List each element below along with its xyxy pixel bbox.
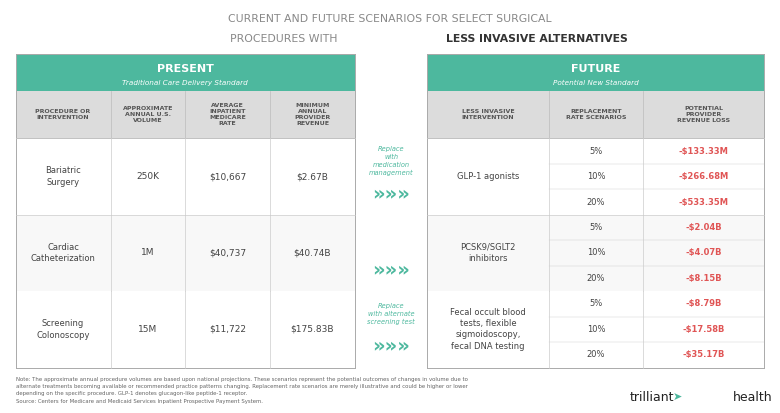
FancyBboxPatch shape bbox=[427, 91, 764, 138]
Text: 10%: 10% bbox=[587, 172, 605, 181]
Text: APPROXIMATE
ANNUAL U.S.
VOLUME: APPROXIMATE ANNUAL U.S. VOLUME bbox=[122, 106, 173, 123]
Text: 15M: 15M bbox=[138, 325, 158, 334]
Text: GLP-1 agonists: GLP-1 agonists bbox=[457, 172, 519, 181]
Text: Bariatric
Surgery: Bariatric Surgery bbox=[45, 166, 81, 187]
FancyBboxPatch shape bbox=[427, 215, 764, 291]
FancyBboxPatch shape bbox=[16, 291, 355, 368]
Text: PRESENT: PRESENT bbox=[157, 64, 214, 74]
Text: CURRENT AND FUTURE SCENARIOS FOR SELECT SURGICAL: CURRENT AND FUTURE SCENARIOS FOR SELECT … bbox=[229, 14, 551, 24]
Text: $175.83B: $175.83B bbox=[291, 325, 335, 334]
Text: »»»: »»» bbox=[372, 337, 410, 356]
Text: Replace
with alternate
screening test: Replace with alternate screening test bbox=[367, 303, 415, 325]
Text: Potential New Standard: Potential New Standard bbox=[553, 80, 639, 85]
Text: 20%: 20% bbox=[587, 274, 605, 283]
Text: 5%: 5% bbox=[590, 223, 602, 232]
Text: -$8.79B: -$8.79B bbox=[686, 299, 722, 309]
Text: »»»: »»» bbox=[372, 184, 410, 203]
Text: ➤: ➤ bbox=[672, 392, 682, 402]
Text: 1M: 1M bbox=[141, 249, 154, 257]
FancyBboxPatch shape bbox=[16, 91, 355, 138]
Text: -$133.33M: -$133.33M bbox=[679, 147, 729, 156]
Text: health: health bbox=[732, 391, 772, 404]
Text: Note: The approximate annual procedure volumes are based upon national projectio: Note: The approximate annual procedure v… bbox=[16, 377, 467, 404]
Text: PCSK9/SGLT2
inhibitors: PCSK9/SGLT2 inhibitors bbox=[460, 243, 516, 263]
Text: Replace
with
medication
management: Replace with medication management bbox=[369, 146, 413, 176]
Text: 20%: 20% bbox=[587, 197, 605, 206]
Text: -$17.58B: -$17.58B bbox=[682, 325, 725, 334]
Text: $40,737: $40,737 bbox=[209, 249, 246, 257]
Text: -$35.17B: -$35.17B bbox=[682, 350, 725, 359]
Text: »»»: »»» bbox=[372, 260, 410, 279]
Text: $40.74B: $40.74B bbox=[294, 249, 332, 257]
Text: 5%: 5% bbox=[590, 299, 602, 309]
Text: 20%: 20% bbox=[587, 350, 605, 359]
Text: Fecal occult blood
tests, flexible
sigmoidoscopy,
fecal DNA testing: Fecal occult blood tests, flexible sigmo… bbox=[450, 308, 526, 351]
Text: $2.67B: $2.67B bbox=[296, 172, 328, 181]
Text: trilliant: trilliant bbox=[630, 391, 675, 404]
Text: 10%: 10% bbox=[587, 325, 605, 334]
Text: -$266.68M: -$266.68M bbox=[679, 172, 729, 181]
Text: REPLACEMENT
RATE SCENARIOS: REPLACEMENT RATE SCENARIOS bbox=[566, 109, 626, 120]
Text: 10%: 10% bbox=[587, 249, 605, 257]
FancyBboxPatch shape bbox=[427, 291, 764, 368]
FancyBboxPatch shape bbox=[16, 54, 355, 91]
Text: MINIMUM
ANNUAL
PROVIDER
REVENUE: MINIMUM ANNUAL PROVIDER REVENUE bbox=[294, 103, 331, 126]
Text: Traditional Care Delivery Standard: Traditional Care Delivery Standard bbox=[122, 80, 248, 86]
Text: $10,667: $10,667 bbox=[209, 172, 246, 181]
Text: -$533.35M: -$533.35M bbox=[679, 197, 729, 206]
FancyBboxPatch shape bbox=[16, 138, 355, 215]
FancyBboxPatch shape bbox=[427, 138, 764, 215]
Text: $11,722: $11,722 bbox=[209, 325, 246, 334]
Text: POTENTIAL
PROVIDER
REVENUE LOSS: POTENTIAL PROVIDER REVENUE LOSS bbox=[677, 106, 730, 123]
Text: -$4.07B: -$4.07B bbox=[686, 249, 722, 257]
Text: Cardiac
Catheterization: Cardiac Catheterization bbox=[30, 242, 95, 263]
Text: 250K: 250K bbox=[136, 172, 159, 181]
FancyBboxPatch shape bbox=[427, 54, 764, 91]
Text: FUTURE: FUTURE bbox=[571, 64, 621, 74]
Text: LESS INVASIVE
INTERVENTION: LESS INVASIVE INTERVENTION bbox=[462, 109, 514, 120]
Text: LESS INVASIVE ALTERNATIVES: LESS INVASIVE ALTERNATIVES bbox=[446, 34, 628, 44]
Text: -$8.15B: -$8.15B bbox=[686, 274, 722, 283]
Text: PROCEDURES WITH: PROCEDURES WITH bbox=[230, 34, 341, 44]
Text: PROCEDURE OR
INTERVENTION: PROCEDURE OR INTERVENTION bbox=[35, 109, 90, 120]
FancyBboxPatch shape bbox=[16, 215, 355, 291]
Text: Screening
Colonoscopy: Screening Colonoscopy bbox=[37, 319, 90, 340]
Text: 5%: 5% bbox=[590, 147, 602, 156]
Text: -$2.04B: -$2.04B bbox=[686, 223, 722, 232]
Text: AVERAGE
INPATIENT
MEDICARE
RATE: AVERAGE INPATIENT MEDICARE RATE bbox=[209, 103, 246, 126]
